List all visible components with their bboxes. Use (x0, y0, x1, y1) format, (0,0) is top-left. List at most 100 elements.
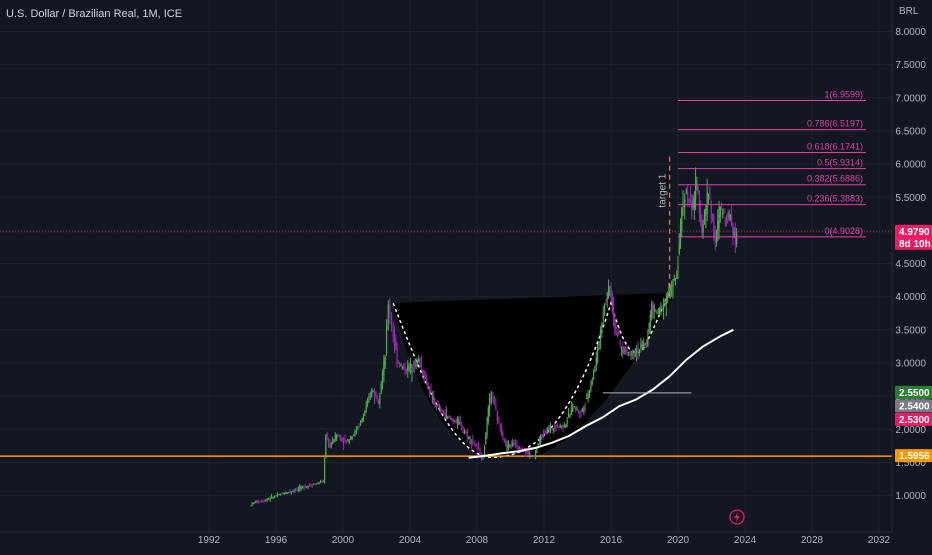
replay-button[interactable] (729, 509, 745, 525)
lightning-icon[interactable] (729, 509, 745, 525)
y-tick-label: 8.0000 (895, 27, 926, 38)
candle-body (627, 352, 629, 354)
x-tick-label: 2032 (868, 535, 891, 546)
candle-body (560, 426, 563, 428)
candle-body (595, 357, 597, 367)
candle-body (347, 439, 349, 441)
candle-body (411, 370, 413, 372)
candle-body (306, 486, 308, 488)
candle-body (323, 459, 326, 483)
candle-body (334, 435, 336, 440)
candle-body (361, 418, 363, 422)
candle-body (466, 431, 468, 439)
candle-body (285, 493, 287, 494)
candle-body (463, 432, 466, 433)
candle-body (376, 396, 378, 400)
candle-body (283, 493, 285, 495)
price-tag-bg (895, 236, 932, 250)
candle-body (344, 439, 346, 443)
x-tick-label: 2016 (600, 535, 623, 546)
candle-body (488, 397, 491, 410)
candle-body (652, 301, 654, 309)
candle-body (702, 224, 704, 232)
candle-body (461, 426, 463, 430)
price-tag-bg (895, 224, 932, 238)
candle-body (622, 346, 624, 353)
candle-body (644, 343, 646, 347)
candle-body (500, 426, 503, 436)
candle-body (258, 502, 260, 504)
candle-body (641, 344, 643, 347)
candle-body (418, 358, 420, 363)
candle-body (403, 367, 405, 369)
candle-body (732, 223, 734, 231)
y-tick-label: 3.0000 (895, 359, 926, 370)
candle-body (728, 211, 730, 215)
candle-body (638, 349, 641, 352)
candle-body (554, 427, 556, 430)
candle-body (609, 290, 611, 292)
fib-level-label: 0.618(6.1741) (807, 142, 863, 152)
candle-body (717, 220, 719, 231)
candle-body (505, 442, 507, 445)
candle-body (519, 446, 521, 451)
candle-body (591, 379, 593, 385)
candle-body (434, 402, 436, 406)
candle-body (651, 304, 653, 319)
candle-body (404, 368, 406, 372)
y-tick-label: 7.5000 (895, 60, 926, 71)
y-tick-label: 1.0000 (895, 491, 926, 502)
candle-body (329, 442, 331, 446)
candle-body (556, 424, 558, 428)
candle-body (679, 222, 682, 244)
candle-body (527, 452, 529, 455)
x-tick-label: 2024 (734, 535, 757, 546)
candle-body (656, 312, 658, 314)
candle-body (424, 376, 427, 379)
candle-body (254, 502, 256, 504)
price-tag-bg (895, 412, 932, 426)
cup-curve (392, 292, 671, 458)
candle-body (602, 315, 604, 320)
y-tick-label: 1.5000 (895, 458, 926, 469)
candle-body (665, 298, 667, 304)
candle-body (698, 200, 700, 214)
candle-body (250, 505, 252, 507)
candle-body (715, 232, 718, 243)
y-tick-label: 4.5000 (895, 259, 926, 270)
candle-body (433, 396, 435, 405)
candle-body (408, 366, 410, 368)
candle-body (620, 347, 622, 350)
candle-body (459, 421, 461, 424)
candle-body (454, 420, 456, 423)
fibonacci-levels[interactable]: 1(6.9599) 0.786(6.5197) 0.618(6.1741) 0.5(5… (678, 89, 866, 238)
candle-body (558, 426, 560, 428)
candle-body (664, 299, 666, 302)
candle-body (689, 200, 691, 202)
candle-body (287, 491, 290, 493)
candle-body (549, 426, 552, 429)
candle-body (513, 443, 515, 445)
candle-body (588, 391, 591, 396)
candle-body (445, 413, 447, 419)
candle-body (736, 232, 738, 245)
candle-body (451, 418, 453, 420)
candle-body (468, 437, 470, 439)
candle-body (265, 499, 267, 501)
x-tick-label: 2000 (332, 535, 355, 546)
candle-body (672, 280, 674, 288)
candle-body (492, 394, 494, 401)
candle-body (486, 418, 488, 435)
candle-body (317, 482, 319, 484)
candle-body (687, 192, 689, 201)
candle-body (674, 279, 677, 285)
candle-body (514, 442, 517, 446)
candle-body (354, 431, 356, 435)
candle-body (640, 344, 642, 348)
candle-body (559, 424, 561, 428)
x-tick-label: 2012 (533, 535, 556, 546)
